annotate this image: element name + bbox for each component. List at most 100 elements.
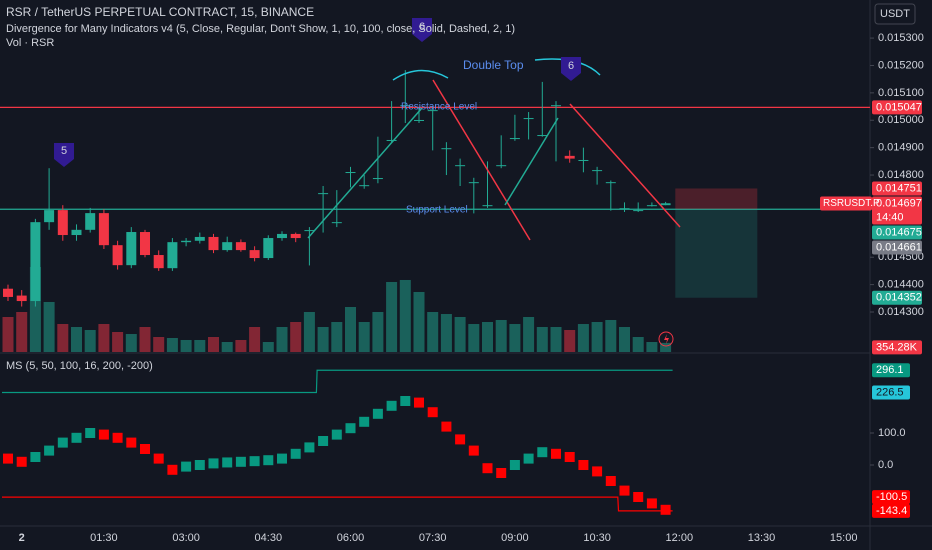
ms-value-box bbox=[872, 385, 910, 400]
annotation: Resistance Level bbox=[401, 102, 477, 113]
ms-bar bbox=[455, 434, 466, 445]
candle-body bbox=[537, 135, 548, 137]
volume-bar bbox=[16, 311, 28, 352]
alert-bolt bbox=[664, 334, 669, 344]
ms-bar bbox=[523, 453, 534, 464]
volume-bar bbox=[139, 326, 151, 352]
volume-bar bbox=[180, 339, 192, 352]
ms-tick-label: 0.0 bbox=[878, 459, 893, 471]
ms-value-box bbox=[872, 363, 910, 378]
drawings bbox=[0, 106, 870, 352]
candle-body bbox=[331, 222, 342, 224]
ms-bar bbox=[85, 428, 96, 438]
ms-value-box bbox=[872, 490, 910, 505]
ms-bar bbox=[249, 456, 260, 467]
volume-bar bbox=[153, 336, 165, 352]
x-tick-label: 10:30 bbox=[583, 532, 611, 544]
candle-body bbox=[222, 242, 233, 251]
ms-bar bbox=[222, 457, 233, 468]
volume-bar bbox=[523, 316, 535, 352]
candle-body bbox=[619, 208, 630, 210]
price-label-box bbox=[872, 181, 922, 196]
volume-bar bbox=[646, 341, 658, 352]
volume-bar bbox=[495, 319, 507, 352]
candle-body bbox=[98, 213, 109, 246]
ms-bar bbox=[140, 444, 150, 454]
candle-body bbox=[646, 205, 657, 207]
trend-line bbox=[504, 117, 559, 206]
ms-bar bbox=[619, 485, 630, 496]
volume-bar bbox=[605, 319, 617, 352]
x-tick-label: 04:30 bbox=[255, 532, 283, 544]
volume-bar bbox=[345, 306, 356, 352]
candle-body bbox=[592, 170, 603, 172]
trend-line bbox=[569, 103, 681, 228]
candle-body bbox=[633, 210, 644, 212]
candle-body bbox=[496, 165, 507, 167]
candle-body bbox=[112, 245, 123, 266]
alert-icon[interactable] bbox=[658, 331, 674, 347]
volume-bar bbox=[413, 291, 425, 352]
ms-bar bbox=[3, 453, 13, 464]
volume-bar bbox=[290, 321, 302, 352]
ms-bar bbox=[57, 437, 68, 448]
ms-bar bbox=[578, 460, 589, 470]
currency-button[interactable] bbox=[874, 3, 916, 25]
y-tick-label: 0.014400 bbox=[878, 279, 924, 291]
ms-bar bbox=[509, 460, 520, 470]
candle-body bbox=[126, 232, 137, 266]
volume-bar bbox=[427, 311, 439, 352]
marker-label: 5 bbox=[61, 145, 67, 157]
volume-bar bbox=[632, 336, 644, 352]
volume-bar bbox=[84, 329, 96, 352]
x-tick-label: 01:30 bbox=[90, 532, 118, 544]
price-label: 0.014751 bbox=[876, 182, 922, 194]
ms-bar bbox=[290, 448, 301, 459]
volume-bar bbox=[112, 331, 124, 352]
ms-bar bbox=[537, 447, 548, 458]
volume-bar bbox=[98, 324, 110, 352]
candle-body bbox=[153, 255, 164, 269]
volume-bar bbox=[536, 326, 548, 352]
volume-bar bbox=[166, 338, 178, 352]
candle-body bbox=[85, 213, 96, 230]
marker bbox=[412, 18, 432, 42]
ms-bar bbox=[208, 458, 219, 469]
candle-body bbox=[509, 138, 520, 140]
x-tick-label: 03:00 bbox=[172, 532, 200, 544]
risk-zone bbox=[675, 188, 758, 210]
ms-bar bbox=[181, 461, 192, 472]
ms-bar bbox=[359, 416, 370, 427]
ms-value-label: 226.5 bbox=[876, 386, 904, 398]
symbol-label: RSRUSDT.P bbox=[823, 198, 880, 209]
candle-body bbox=[263, 238, 274, 259]
volume-bar bbox=[440, 314, 452, 352]
price-label: 0.014661 bbox=[876, 241, 922, 253]
price-label: 0.014675 bbox=[876, 226, 922, 238]
marks: 0.015300 0.015200 0.015100 0.015000 0.014900… bbox=[2, 32, 924, 544]
ms-bar bbox=[646, 498, 657, 509]
volume-title: Vol · RSR bbox=[6, 37, 54, 49]
ms-band bbox=[2, 369, 673, 394]
volume-bar bbox=[71, 326, 82, 352]
candle-body bbox=[235, 242, 246, 251]
currency[interactable]: USDT bbox=[880, 8, 910, 20]
ms-bar bbox=[592, 466, 603, 477]
annotation: Double Top bbox=[463, 58, 524, 72]
ms-bar bbox=[16, 456, 27, 467]
candle-body bbox=[468, 182, 479, 184]
candle-body bbox=[140, 232, 150, 256]
volume-value-box bbox=[872, 340, 922, 355]
volume-bar bbox=[2, 316, 14, 352]
volume-bar bbox=[235, 339, 247, 352]
ms-value-label: -143.4 bbox=[876, 505, 907, 517]
volume-bar bbox=[29, 266, 41, 352]
x-tick-label: 06:00 bbox=[337, 532, 365, 544]
ms-bar bbox=[331, 429, 342, 440]
volume-bar bbox=[43, 301, 55, 352]
current-price: 0.014697 bbox=[876, 197, 922, 209]
volume-bar bbox=[276, 326, 288, 352]
y-tick-label: 0.014800 bbox=[878, 169, 924, 181]
ms-bar bbox=[427, 407, 438, 418]
candle-body bbox=[167, 242, 178, 269]
